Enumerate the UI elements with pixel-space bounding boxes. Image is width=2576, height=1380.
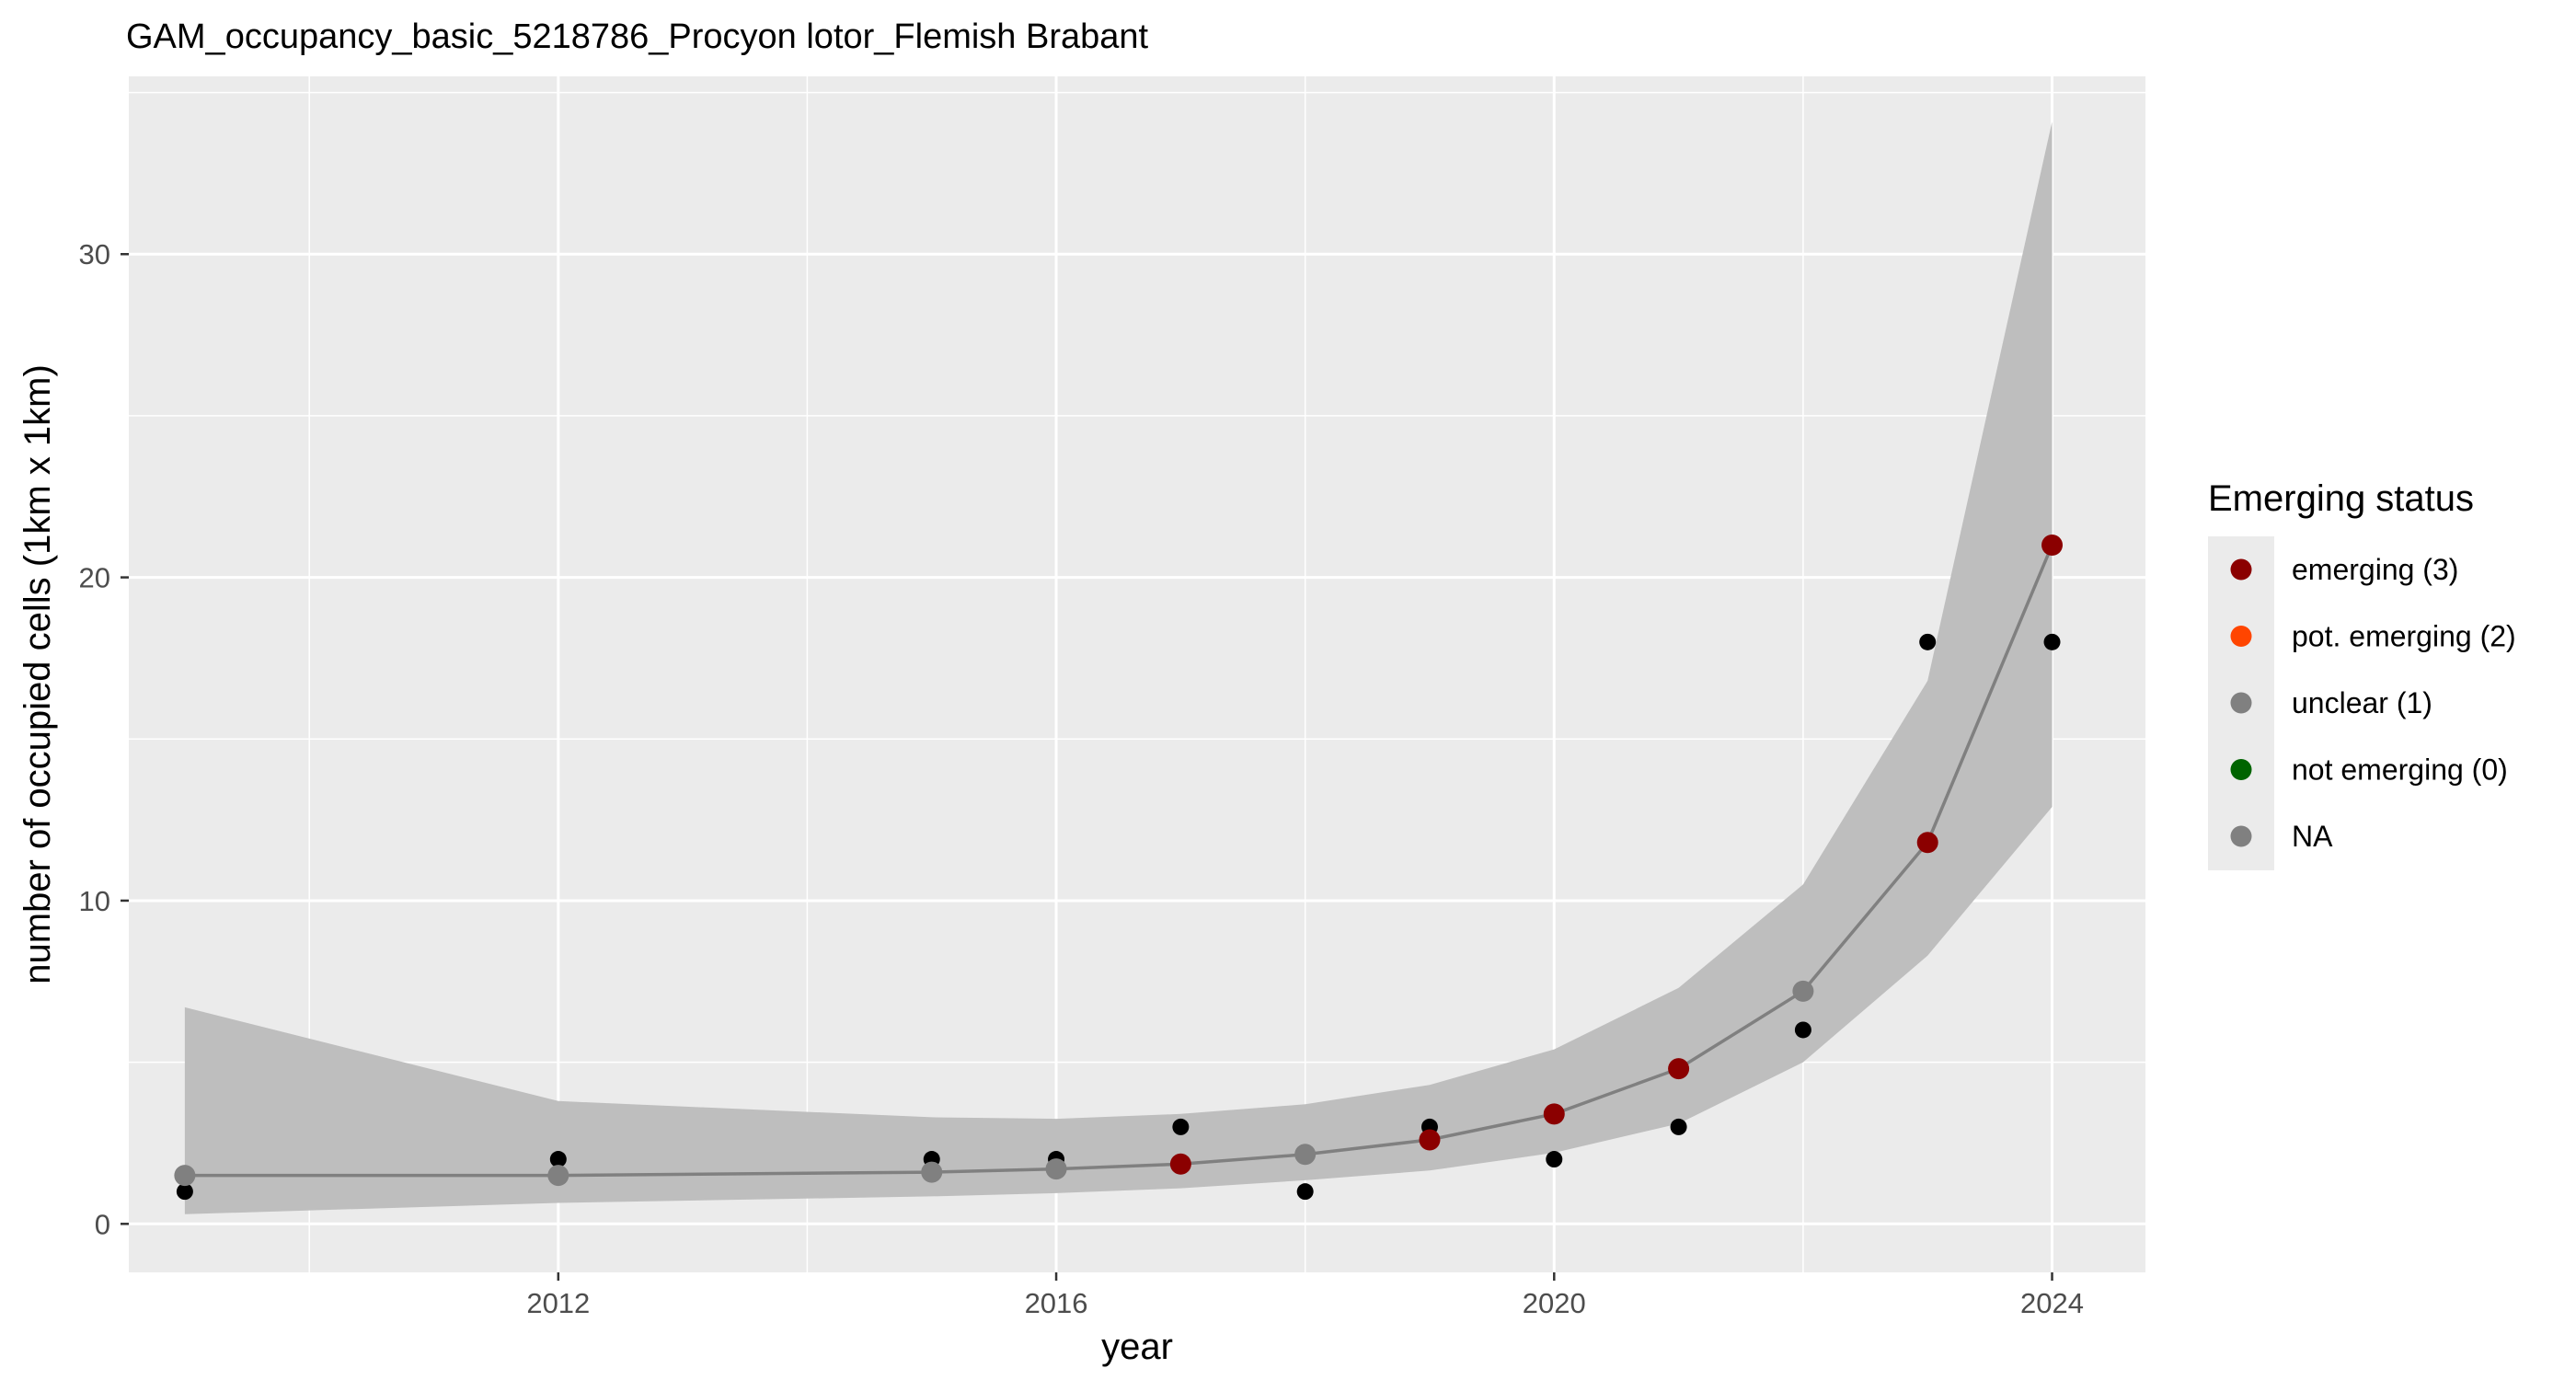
legend-label-4: NA (2292, 820, 2333, 853)
observed-point-2024 (2043, 633, 2061, 650)
legend-label-0: emerging (3) (2292, 553, 2458, 586)
plot-panel (129, 76, 2145, 1272)
observed-point-2009 (176, 1183, 193, 1201)
legend-key-3 (2230, 759, 2252, 780)
fitted-point-2016 (1045, 1158, 1067, 1180)
legend-label-2: unclear (1) (2292, 686, 2432, 719)
observed-point-2012 (549, 1151, 567, 1168)
legend-label-3: not emerging (0) (2292, 753, 2508, 787)
fitted-point-2018 (1294, 1144, 1317, 1166)
x-tick-label-2016: 2016 (1025, 1287, 1088, 1319)
fitted-point-2024 (2041, 534, 2064, 556)
x-tick-label-2020: 2020 (1523, 1287, 1586, 1319)
y-axis: 0 10 20 30 (79, 238, 129, 1240)
y-tick-label-0: 0 (95, 1208, 110, 1240)
legend-label-1: pot. emerging (2) (2292, 620, 2516, 653)
legend-entries: emerging (3) pot. emerging (2) unclear (1)… (2230, 553, 2516, 853)
observed-point-2018 (1296, 1183, 1314, 1201)
minor-gridlines (129, 76, 2145, 1272)
y-tick-label-30: 30 (79, 238, 110, 270)
fitted-points (174, 534, 2064, 1187)
fitted-point-2021 (1668, 1058, 1690, 1080)
fitted-point-2023 (1916, 832, 1938, 854)
fitted-point-2020 (1543, 1103, 1565, 1125)
observed-points (176, 633, 2061, 1201)
observed-point-2021 (1670, 1118, 1687, 1135)
fitted-point-2017 (1169, 1153, 1191, 1175)
x-tick-label-2024: 2024 (2020, 1287, 2084, 1319)
x-tick-label-2012: 2012 (526, 1287, 590, 1319)
confidence-ribbon (184, 121, 2053, 1214)
observed-point-2017 (1172, 1118, 1190, 1135)
fitted-point-2012 (547, 1165, 569, 1187)
fitted-point-2009 (174, 1165, 196, 1187)
x-axis-title: year (1101, 1327, 1173, 1367)
y-tick-label-20: 20 (79, 562, 110, 594)
legend-key-1 (2230, 626, 2252, 647)
y-axis-title: number of occupied cells (1km x 1km) (17, 364, 58, 984)
observed-point-2020 (1546, 1151, 1563, 1168)
legend-key-4 (2230, 825, 2252, 847)
chart-title: GAM_occupancy_basic_5218786_Procyon loto… (126, 17, 1149, 56)
legend: Emerging status emerging (3) pot. emergin… (2208, 478, 2516, 870)
fitted-point-2019 (1419, 1129, 1441, 1151)
observed-point-2022 (1794, 1021, 1811, 1039)
x-axis: 2012 2016 2020 2024 (526, 1272, 2084, 1319)
fitted-line (184, 544, 2054, 1178)
fitted-point-2022 (1792, 980, 1814, 1002)
fitted-point-2015 (921, 1161, 943, 1183)
observed-point-2023 (1919, 633, 1937, 650)
y-tick-label-10: 10 (79, 885, 110, 917)
legend-key-0 (2230, 558, 2252, 581)
legend-key-2 (2230, 692, 2252, 714)
legend-title: Emerging status (2208, 478, 2474, 519)
